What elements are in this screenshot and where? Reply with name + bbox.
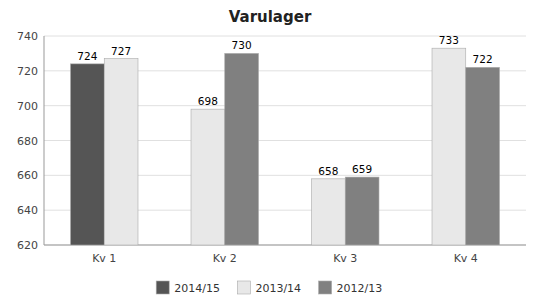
legend-swatch bbox=[237, 281, 250, 294]
y-tick-label: 660 bbox=[17, 169, 38, 182]
x-tick-label: Kv 1 bbox=[92, 252, 116, 265]
data-label: 727 bbox=[111, 45, 131, 57]
bar bbox=[432, 48, 466, 245]
data-label: 722 bbox=[473, 53, 493, 65]
bar bbox=[466, 67, 500, 245]
y-tick-label: 740 bbox=[17, 30, 38, 43]
x-tick-label: Kv 4 bbox=[454, 252, 478, 265]
y-tick-label: 700 bbox=[17, 100, 38, 113]
bar bbox=[71, 64, 105, 245]
data-label: 698 bbox=[198, 95, 218, 107]
x-tick-label: Kv 2 bbox=[213, 252, 237, 265]
data-labels: 724 727 698 730 658 659 733 722 bbox=[77, 34, 492, 177]
data-label: 659 bbox=[352, 163, 372, 175]
bar bbox=[225, 53, 259, 245]
bars bbox=[71, 48, 500, 245]
legend-swatch bbox=[319, 281, 332, 294]
data-label: 730 bbox=[232, 39, 252, 51]
y-tick-label: 680 bbox=[17, 135, 38, 148]
legend-label: 2012/13 bbox=[337, 282, 383, 295]
y-axis-line bbox=[44, 36, 45, 245]
legend-label: 2014/15 bbox=[174, 282, 220, 295]
legend-label: 2013/14 bbox=[255, 282, 301, 295]
bar bbox=[312, 179, 346, 245]
data-label: 658 bbox=[318, 165, 338, 177]
x-tick-label: Kv 3 bbox=[333, 252, 357, 265]
data-label: 733 bbox=[439, 34, 459, 46]
legend: 2014/15 2013/14 2012/13 bbox=[156, 281, 382, 295]
y-tick-label: 620 bbox=[17, 239, 38, 252]
chart: Varulager6206406606807007207407247276987… bbox=[0, 0, 540, 307]
legend-swatch bbox=[156, 281, 169, 294]
bar bbox=[191, 109, 225, 245]
y-tick-label: 640 bbox=[17, 204, 38, 217]
bar bbox=[345, 177, 379, 245]
bar bbox=[104, 59, 138, 245]
y-tick-label: 720 bbox=[17, 65, 38, 78]
title: Varulager bbox=[229, 8, 312, 26]
data-label: 724 bbox=[77, 50, 97, 62]
